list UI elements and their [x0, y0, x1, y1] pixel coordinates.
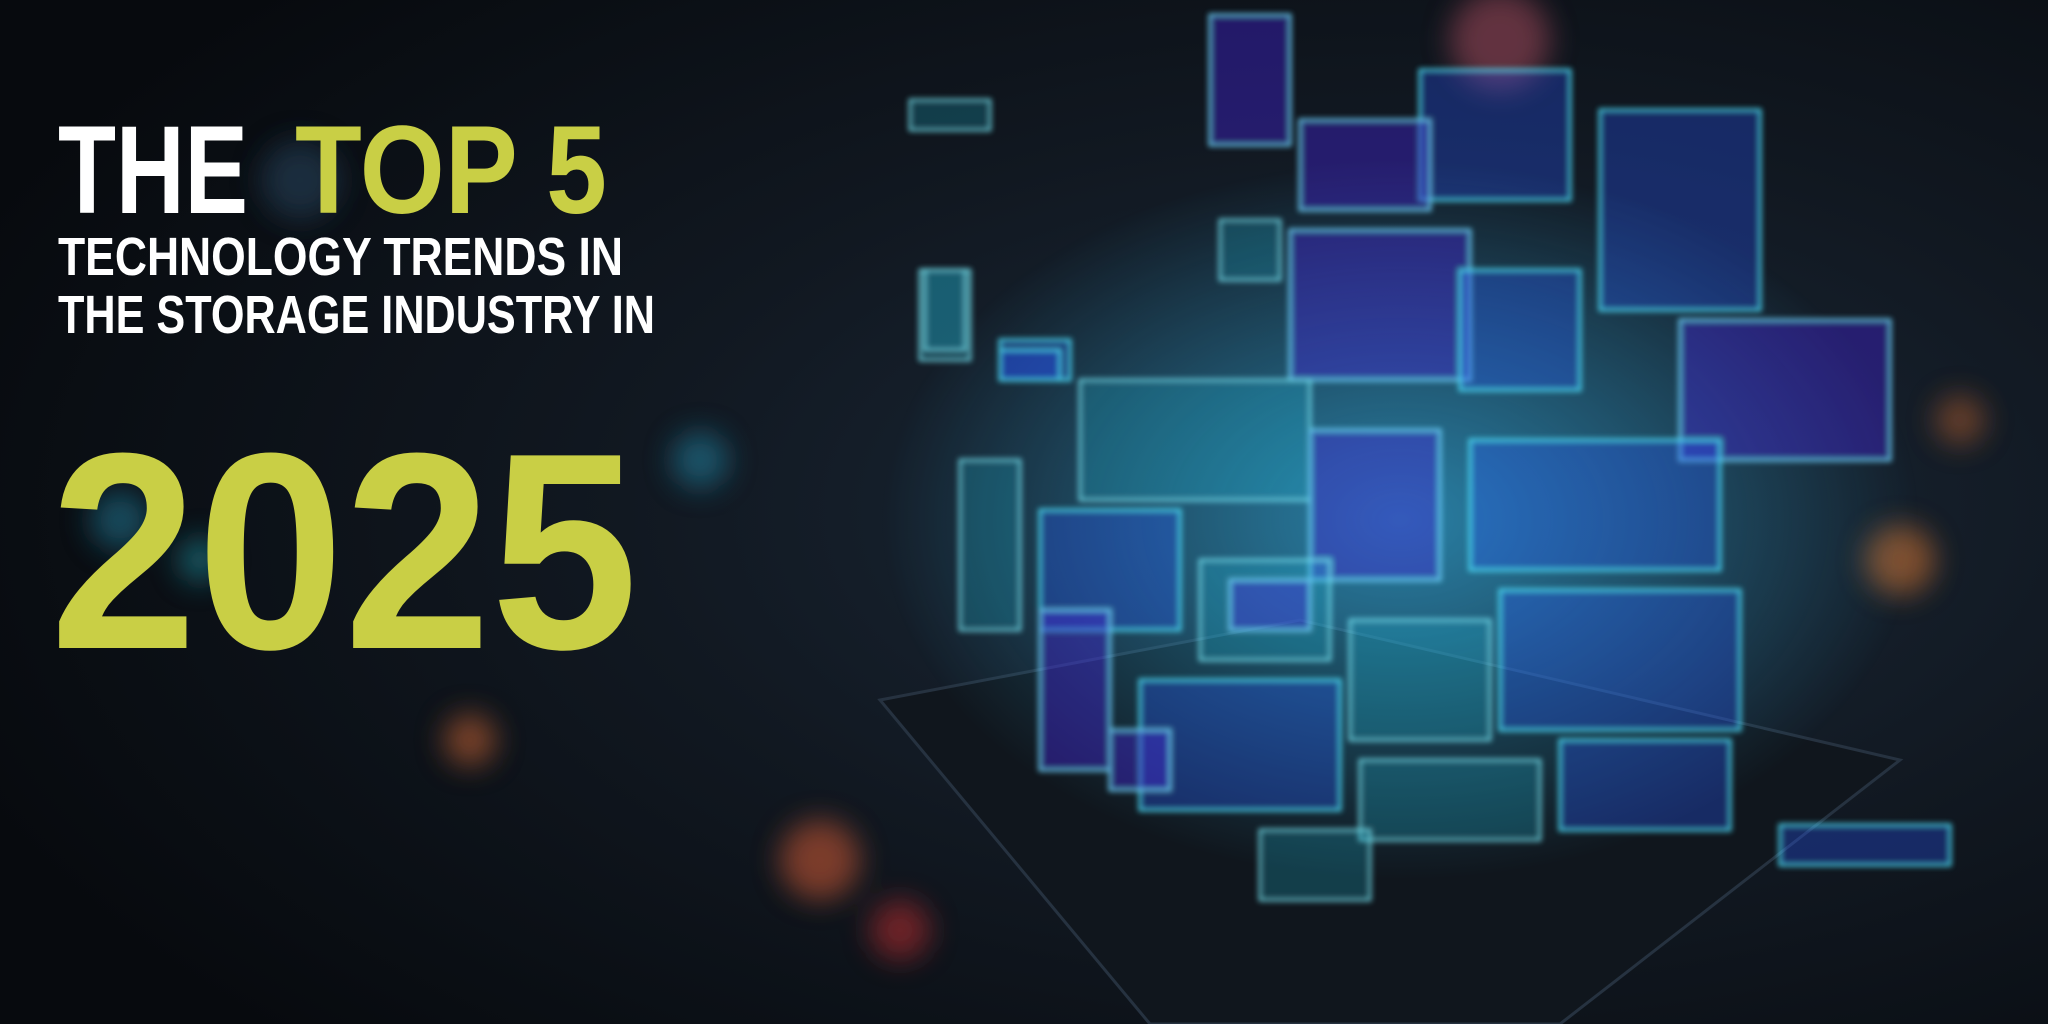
- data-cubes: [908, 13, 1952, 902]
- headline-top5: TOP 5: [295, 101, 607, 240]
- headline-line2: TECHNOLOGY TRENDS IN: [58, 227, 623, 287]
- headline-the: THE: [58, 101, 248, 240]
- headline-year: 2025: [50, 396, 638, 708]
- headline: THE TOP 5 TECHNOLOGY TRENDS IN THE STORA…: [50, 101, 655, 708]
- headline-line3: THE STORAGE INDUSTRY IN: [58, 285, 655, 345]
